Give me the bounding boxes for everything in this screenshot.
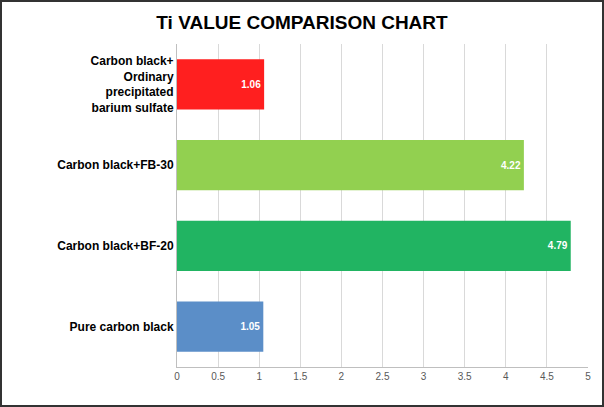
svg-text:4: 4 — [503, 371, 509, 382]
svg-text:Carbon black+Ordinaryprecipita: Carbon black+Ordinaryprecipitatedbarium … — [91, 54, 174, 115]
svg-text:0: 0 — [174, 371, 180, 382]
svg-text:4.22: 4.22 — [501, 160, 521, 171]
svg-text:2.5: 2.5 — [376, 371, 390, 382]
svg-text:3: 3 — [421, 371, 427, 382]
svg-text:0.5: 0.5 — [211, 371, 225, 382]
svg-text:4.79: 4.79 — [548, 240, 568, 251]
svg-text:Carbon black+FB-30: Carbon black+FB-30 — [57, 158, 174, 172]
svg-text:Carbon black+BF-20: Carbon black+BF-20 — [57, 239, 174, 253]
svg-text:5: 5 — [585, 371, 591, 382]
svg-text:Ti VALUE COMPARISON CHART: Ti VALUE COMPARISON CHART — [156, 12, 448, 33]
svg-text:1: 1 — [256, 371, 262, 382]
svg-text:1.5: 1.5 — [293, 371, 307, 382]
svg-text:3.5: 3.5 — [458, 371, 472, 382]
svg-text:Pure carbon black: Pure carbon black — [70, 320, 174, 334]
svg-text:1.05: 1.05 — [240, 321, 260, 332]
svg-text:1.06: 1.06 — [241, 79, 261, 90]
svg-text:4.5: 4.5 — [540, 371, 554, 382]
svg-text:2: 2 — [339, 371, 345, 382]
